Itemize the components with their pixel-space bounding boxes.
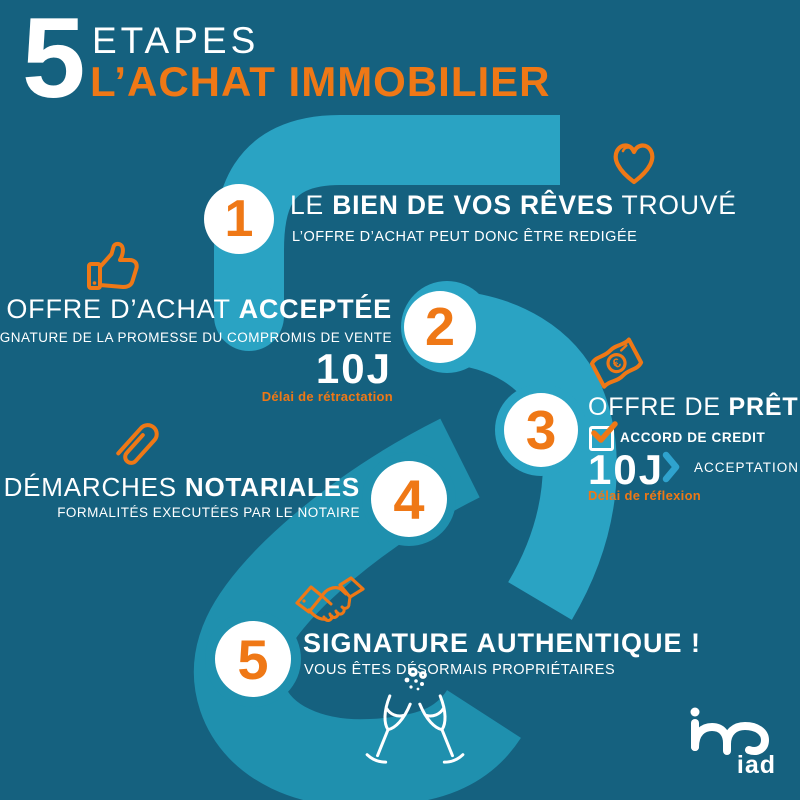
step-3-title-bold: PRÊT <box>728 393 799 421</box>
step-4-title: DÉMARCHES NOTARIALES <box>3 472 360 502</box>
step-3-acceptance-label: ACCEPTATION <box>694 460 800 475</box>
header-big-number: 5 <box>22 0 86 122</box>
step-1-number-badge: 1 <box>204 184 274 254</box>
champagne-glasses-icon <box>365 667 465 764</box>
step-4-subtitle: FORMALITÉS EXECUTÉES PAR LE NOTAIRE <box>57 505 360 520</box>
step-5-title: SIGNATURE AUTHENTIQUE ! <box>303 629 701 657</box>
chevron-right-icon <box>662 451 680 483</box>
step-1-title-post: TROUVÉ <box>613 190 737 220</box>
step-1-title-pre: LE <box>290 190 333 220</box>
euro-banknote-icon: € <box>589 337 644 389</box>
step-5-title-bold: SIGNATURE AUTHENTIQUE ! <box>303 628 701 658</box>
step-3-title-pre: OFFRE DE <box>588 393 729 421</box>
step-5-number-badge: 5 <box>215 621 291 697</box>
step-1-title-bold: BIEN DE VOS RÊVES <box>332 190 614 220</box>
step-1-title: LE BIEN DE VOS RÊVES TROUVÉ <box>290 190 737 220</box>
step-3-delay-label: Délai de réflexion <box>588 488 702 503</box>
handshake-icon <box>295 576 365 622</box>
step-2-number: 2 <box>424 297 456 357</box>
step-5-number: 5 <box>237 627 269 691</box>
step-4-title-pre: DÉMARCHES <box>3 472 185 502</box>
step-4-number: 4 <box>393 467 425 531</box>
step-2-title-pre: OFFRE D’ACHAT <box>6 294 239 324</box>
step-2-delay-label: Délai de rétractation <box>261 389 393 404</box>
step-4-title-bold: NOTARIALES <box>184 472 360 502</box>
check-mark-icon <box>591 421 618 443</box>
heart-icon <box>613 143 655 185</box>
step-5-subtitle: VOUS ÊTES DÉSORMAIS PROPRIÉTAIRES <box>304 662 616 678</box>
paperclip-icon <box>116 423 159 465</box>
step-3-title: OFFRE DE PRÊT <box>588 394 798 420</box>
step-3-number: 3 <box>525 399 557 461</box>
step-2-title-bold: ACCEPTÉE <box>238 294 392 324</box>
step-3-checkbox-label: ACCORD DE CREDIT <box>620 430 766 445</box>
step-3-number-badge: 3 <box>504 393 578 467</box>
step-2-title: OFFRE D’ACHAT ACCEPTÉE <box>6 295 392 323</box>
step-1-number: 1 <box>224 190 254 248</box>
iad-logo-text: iad <box>736 751 776 779</box>
step-4-number-badge: 4 <box>371 461 447 537</box>
step-2-subtitle: SIGNATURE DE LA PROMESSE DU COMPROMIS DE… <box>0 330 392 345</box>
header-title-line2: L’ACHAT IMMOBILIER <box>90 58 551 105</box>
step-3-delay-value: 10J <box>588 446 665 493</box>
header-title-line1: ETAPES <box>92 20 260 61</box>
step-2-delay-value: 10J <box>315 345 392 392</box>
credit-checkbox <box>589 426 614 451</box>
iad-logo-mark <box>690 707 770 755</box>
step-1-subtitle: L’OFFRE D’ACHAT PEUT DONC ÊTRE REDIGÉE <box>292 229 638 245</box>
step-2-number-badge: 2 <box>404 291 476 363</box>
thumbs-up-icon <box>87 241 139 290</box>
